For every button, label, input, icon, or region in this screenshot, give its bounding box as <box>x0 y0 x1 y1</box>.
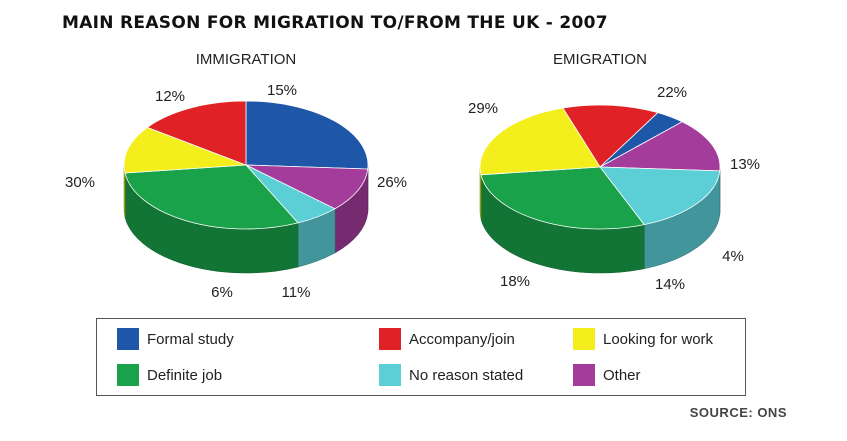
legend-label: Definite job <box>147 366 223 384</box>
immigration-chart-title: IMMIGRATION <box>196 51 297 68</box>
chart-main-title: MAIN REASON FOR MIGRATION TO/FROM THE UK… <box>62 13 608 33</box>
legend-item-no-reason-stated: No reason stated <box>379 364 523 386</box>
emigration-slice-accompany-join <box>562 104 659 168</box>
legend-swatch-other <box>573 364 595 386</box>
immigration-pie: 26% 11% 6% 30% 12% 15% <box>65 82 407 301</box>
immigration-slice-looking-for-work <box>123 126 247 174</box>
emigration-label-looking-for-work: 22% <box>657 84 687 101</box>
legend-label: Looking for work <box>603 330 714 348</box>
immigration-slice-other <box>245 164 369 210</box>
legend-label: Other <box>603 366 641 384</box>
emigration-label-formal-study: 4% <box>722 248 744 265</box>
legend-label: Accompany/join <box>409 330 515 348</box>
emigration-label-no-reason-stated: 18% <box>500 273 530 290</box>
legend-item-looking-for-work: Looking for work <box>573 328 713 350</box>
immigration-slice-definite-job <box>124 164 299 230</box>
immigration-label-looking-for-work: 12% <box>155 88 185 105</box>
legend-item-formal-study: Formal study <box>117 328 234 350</box>
emigration-slice-other <box>598 121 721 172</box>
emigration-label-accompany-join: 13% <box>730 156 760 173</box>
legend-label: No reason stated <box>409 366 524 384</box>
legend-swatch-definite-job <box>117 364 139 386</box>
emigration-slice-no-reason-stated <box>599 166 721 226</box>
legend-swatch-formal-study <box>117 328 139 350</box>
chart-legend: Formal study Accompany/join Looking for wo… <box>96 318 746 396</box>
immigration-slice-accompany-join <box>146 100 247 166</box>
immigration-label-definite-job: 30% <box>65 174 95 191</box>
emigration-label-other: 14% <box>655 276 685 293</box>
immigration-label-formal-study: 26% <box>377 174 407 191</box>
emigration-slice-definite-job <box>480 166 645 230</box>
immigration-slice-formal-study <box>245 100 369 170</box>
legend-swatch-looking-for-work <box>573 328 595 350</box>
legend-label: Formal study <box>147 330 234 348</box>
legend-item-definite-job: Definite job <box>117 364 222 386</box>
immigration-label-accompany-join: 15% <box>267 82 297 99</box>
legend-swatch-accompany-join <box>379 328 401 350</box>
emigration-chart-title: EMIGRATION <box>553 51 647 68</box>
legend-swatch-no-reason-stated <box>379 364 401 386</box>
immigration-label-other: 11% <box>282 284 311 301</box>
immigration-label-no-reason-stated: 6% <box>211 284 233 301</box>
source-note: SOURCE: ONS <box>689 405 787 420</box>
emigration-slice-looking-for-work <box>479 107 601 176</box>
emigration-label-definite-job: 29% <box>468 100 498 117</box>
legend-item-accompany-join: Accompany/join <box>379 328 515 350</box>
emigration-pie: 13% 4% 14% 18% 29% 22% <box>468 84 760 293</box>
legend-item-other: Other <box>573 364 641 386</box>
